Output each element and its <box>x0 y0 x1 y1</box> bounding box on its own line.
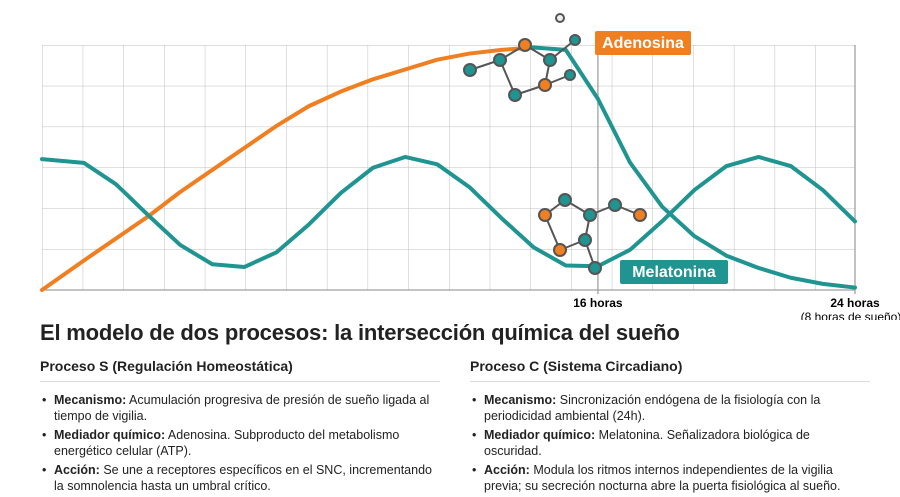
molecule-icon <box>463 13 581 102</box>
item-text: Adenosina. Subproducto del metabolismo e… <box>54 428 400 458</box>
item-text: Acumulación progresiva de presión de sue… <box>54 393 430 423</box>
item-text: Melatonina. Señalizadora biológica de os… <box>484 428 810 458</box>
section-title: El modelo de dos procesos: la intersecci… <box>40 320 680 345</box>
item-label: Mecanismo: <box>54 393 127 407</box>
molecule-icon <box>538 193 647 275</box>
bullet-item: Mecanismo: Sincronización endógena de la… <box>470 392 870 424</box>
series-line <box>40 45 536 292</box>
bullet-item: Mediador químico: Melatonina. Señalizado… <box>470 427 870 459</box>
series-label: Adenosina <box>602 35 684 52</box>
item-label: Mecanismo: <box>484 393 557 407</box>
series-label-box <box>595 31 691 55</box>
column-heading: Proceso S (Regulación Homeostática) <box>40 358 440 382</box>
item-label: Acción: <box>54 463 100 477</box>
item-text: Se une a receptores específicos en el SN… <box>54 463 432 493</box>
column-heading: Proceso C (Sistema Circadiano) <box>470 358 870 382</box>
column: Proceso S (Regulación Homeostática) Mecan… <box>40 358 440 497</box>
item-text: Modula los ritmos internos independiente… <box>484 463 841 493</box>
x-tick-label: 16 horas <box>573 296 623 310</box>
bullet-item: Acción: Modula los ritmos internos indep… <box>470 462 870 494</box>
item-label: Mediador químico: <box>54 428 166 442</box>
item-label: Acción: <box>484 463 530 477</box>
bullet-item: Mediador químico: Adenosina. Subproducto… <box>40 427 440 459</box>
series-label: Melatonina <box>632 264 716 281</box>
chart: 16 horas 24 horas(8 horas de sueño) Adenos… <box>40 13 900 320</box>
series-line <box>40 154 857 269</box>
x-tick-note: (8 horas de sueño) <box>801 310 900 320</box>
series-line <box>531 45 857 290</box>
x-tick-label: 24 horas <box>830 296 880 310</box>
grid <box>42 45 855 290</box>
bullet-item: Acción: Se une a receptores específicos … <box>40 462 440 494</box>
item-label: Mediador químico: <box>484 428 596 442</box>
bullet-item: Mecanismo: Acumulación progresiva de pre… <box>40 392 440 424</box>
item-text: Sincronización endógena de la fisiología… <box>484 393 821 423</box>
series-label-box <box>620 260 728 284</box>
column: Proceso C (Sistema Circadiano) Mecanismo:… <box>470 358 870 497</box>
